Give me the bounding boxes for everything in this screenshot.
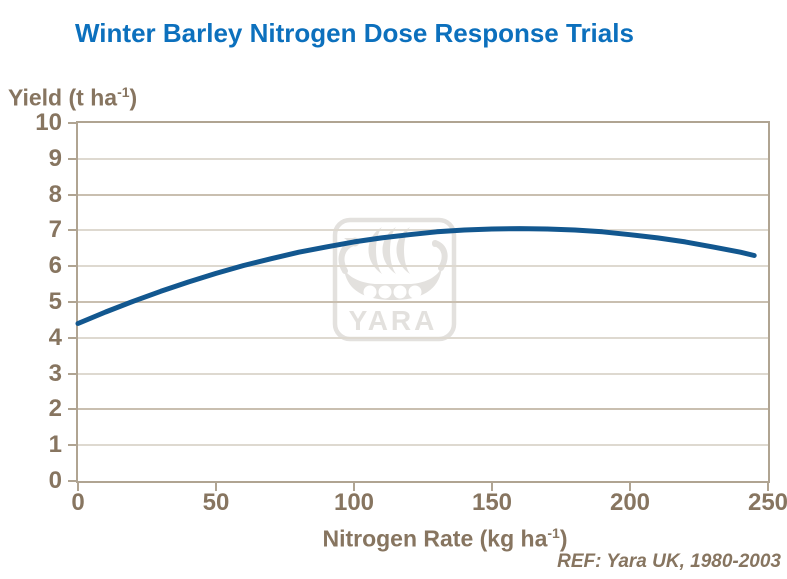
y-tick-mark <box>68 157 77 160</box>
gridline-y-2 <box>78 408 768 411</box>
y-tick-label: 7 <box>48 216 62 244</box>
reference-text: REF: Yara UK, 1980-2003 <box>557 551 781 572</box>
x-tick-label: 250 <box>747 489 787 516</box>
y-tick-mark <box>68 229 77 232</box>
y-tick-mark <box>68 336 77 339</box>
yara-watermark-logo: YARA <box>332 217 457 342</box>
y-tick-label: 3 <box>48 359 62 387</box>
x-tick-mark <box>491 483 493 491</box>
sail-arc-icon <box>396 227 410 274</box>
gridline-y-1 <box>78 444 768 447</box>
x-tick-mark <box>767 483 769 491</box>
gridline-y-6 <box>78 265 768 268</box>
shield-hole <box>393 285 407 299</box>
x-tick-mark <box>77 483 79 491</box>
y-tick-mark <box>68 372 77 375</box>
y-tick-label: 0 <box>48 467 62 494</box>
y-tick-label: 1 <box>48 431 62 459</box>
y-axis-title-suffix: ) <box>129 84 138 111</box>
y-tick-label: 6 <box>48 252 62 280</box>
y-tick-mark <box>68 301 77 303</box>
x-tick-mark <box>629 483 631 491</box>
x-axis-title: Nitrogen Rate (kg ha-1) <box>100 525 787 553</box>
gridline-y-7 <box>78 229 768 232</box>
yield-response-curve <box>75 226 757 326</box>
y-tick-label: 2 <box>48 395 62 423</box>
x-tick-label: 50 <box>202 489 230 516</box>
x-axis-title-text: Nitrogen Rate (kg ha <box>322 525 548 552</box>
shield-hole <box>378 285 392 299</box>
x-tick-mark <box>215 483 217 491</box>
gridline-y-8 <box>78 193 768 196</box>
y-axis-title-superscript: -1 <box>117 84 130 100</box>
shield-hole <box>363 285 377 299</box>
y-axis-title-text: Yield (t ha <box>8 84 118 111</box>
x-tick-label: 100 <box>333 489 375 516</box>
y-tick-mark <box>68 480 77 482</box>
y-tick-mark <box>68 408 77 411</box>
y-axis-title: Yield (t ha-1) <box>8 84 137 112</box>
x-tick-label: 200 <box>609 489 651 516</box>
chart-title: Winter Barley Nitrogen Dose Response Tri… <box>75 18 634 48</box>
x-axis-title-suffix: ) <box>559 525 568 552</box>
yield-curve-line <box>75 226 757 326</box>
y-tick-mark <box>68 444 77 447</box>
gridline-y-3 <box>78 372 768 375</box>
y-tick-label: 8 <box>48 180 62 208</box>
x-axis-title-superscript: -1 <box>547 525 560 541</box>
y-tick-mark <box>68 122 77 124</box>
y-tick-label: 10 <box>35 109 62 136</box>
stern-curl <box>432 241 438 247</box>
y-tick-label: 5 <box>48 288 62 315</box>
watermark-text: YARA <box>349 305 438 336</box>
watermark-border <box>332 217 457 342</box>
plot-area: YARA 0 1 2 3 4 5 6 7 8 9 10 0 50 100 150 200 250 <box>35 111 787 515</box>
shield-hole <box>408 285 422 299</box>
x-tick-mark <box>353 483 355 491</box>
y-tick-mark <box>68 193 77 196</box>
viking-ship-icon <box>338 227 448 300</box>
x-tick-label: 0 <box>71 489 85 516</box>
gridline-y-9 <box>78 157 768 160</box>
y-tick-label: 4 <box>48 323 62 351</box>
y-tick-label: 9 <box>48 144 62 172</box>
x-tick-label: 150 <box>471 489 513 516</box>
gridline-y-4 <box>78 336 768 339</box>
y-tick-mark <box>68 265 77 268</box>
gridline-y-5 <box>78 301 768 303</box>
